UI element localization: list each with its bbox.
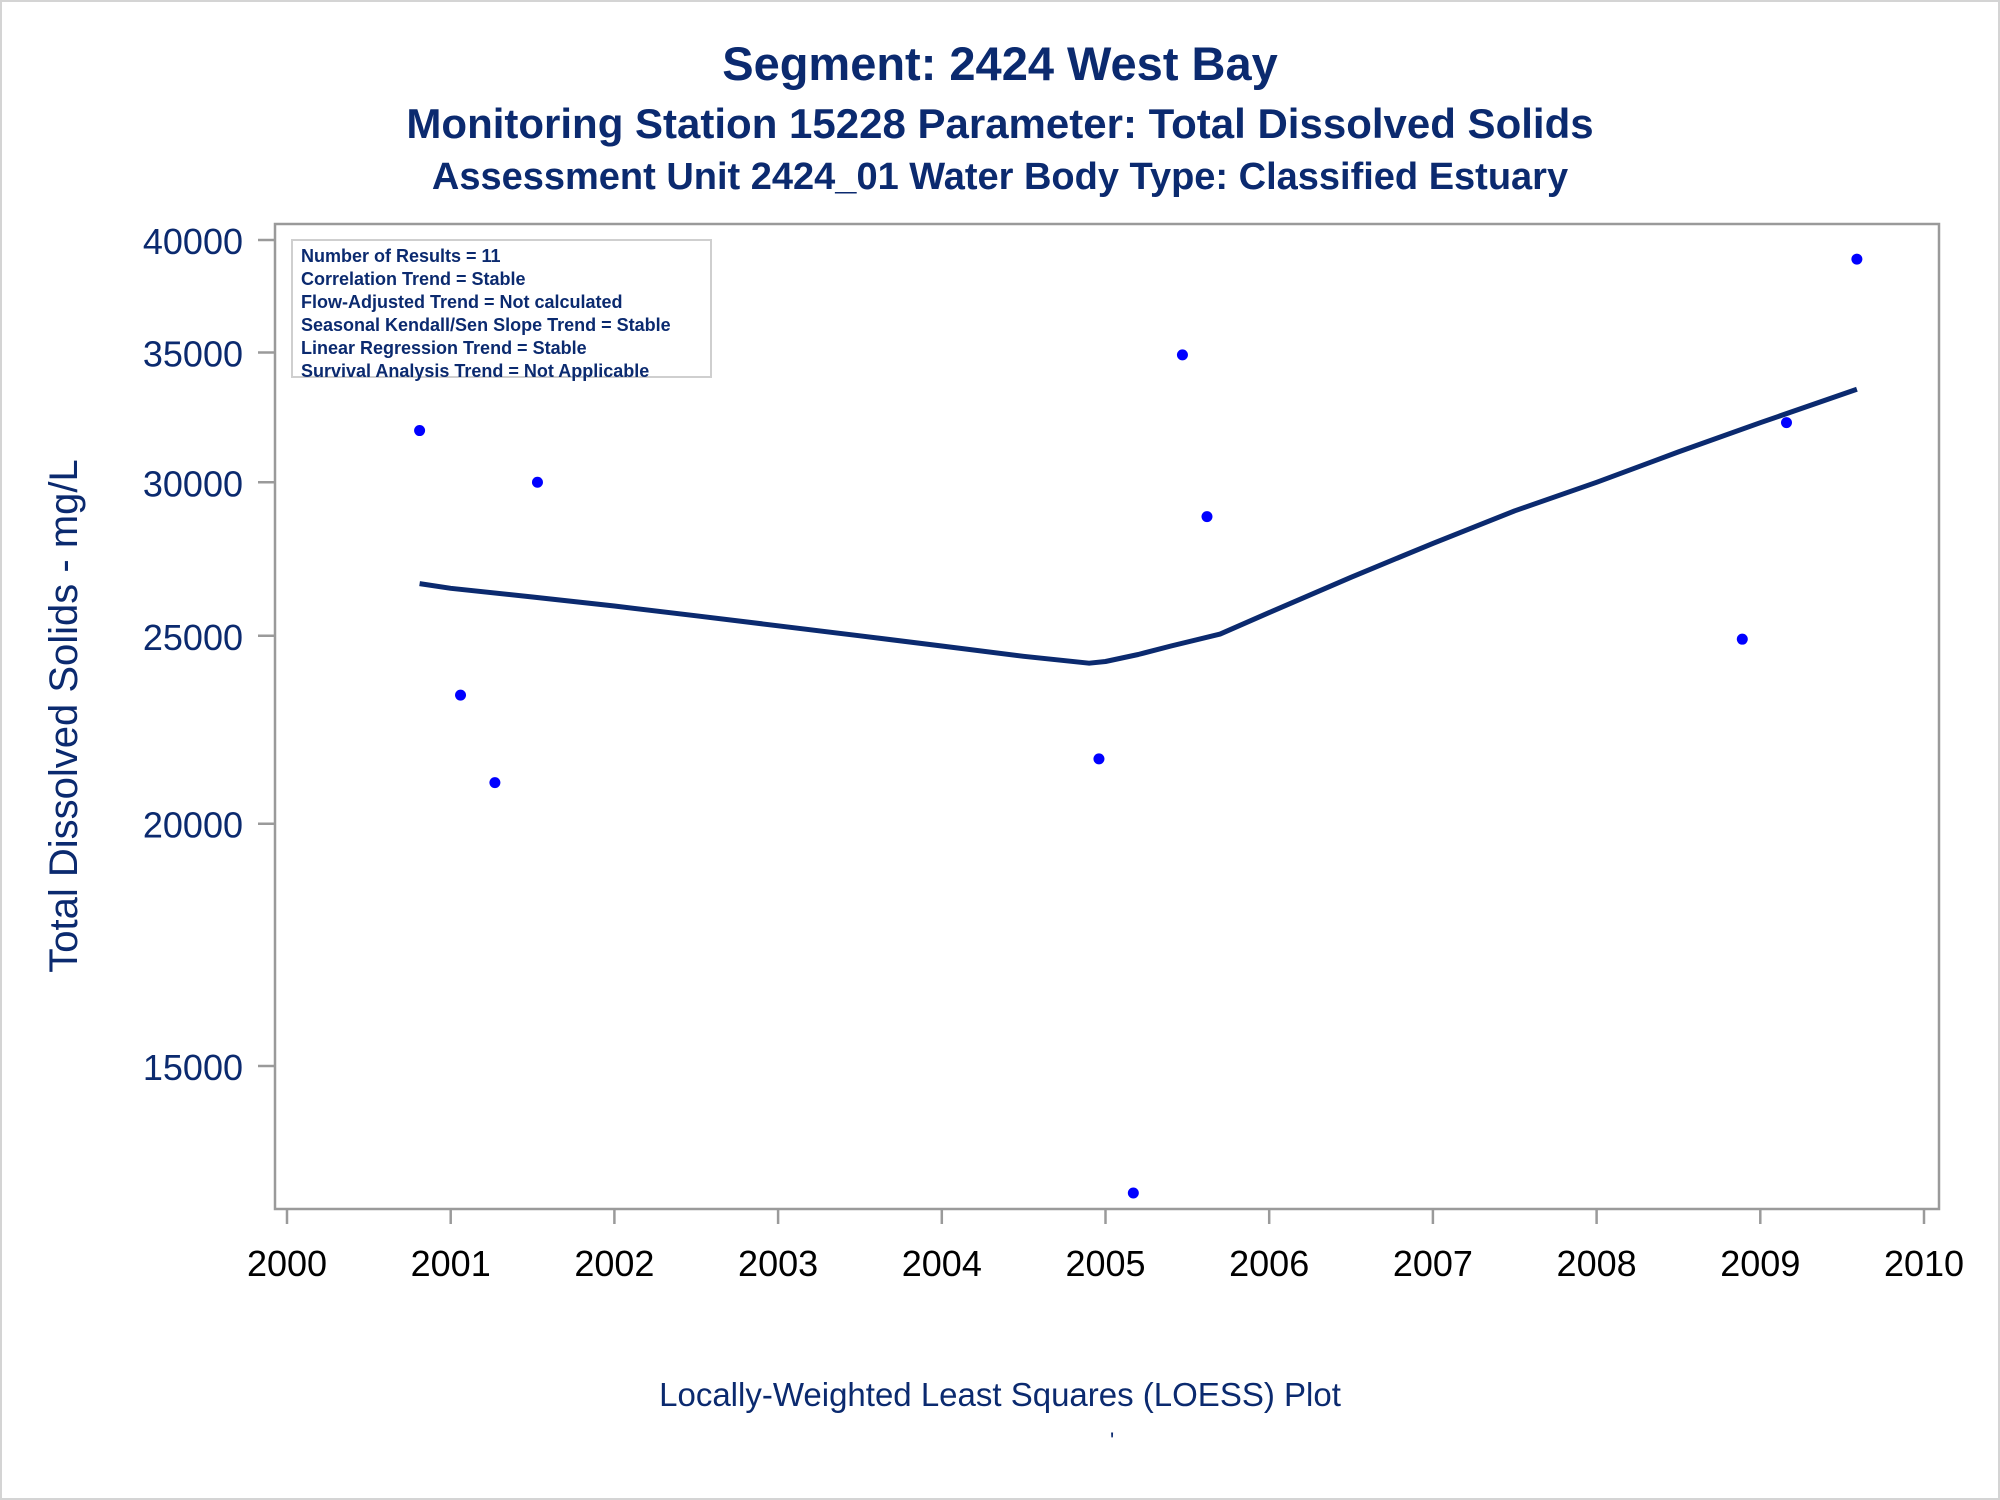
y-tick-label: 25000 — [143, 617, 243, 658]
x-tick-label: 2002 — [574, 1243, 654, 1284]
y-axis-label: Total Dissolved Solids - mg/L — [42, 459, 86, 973]
x-tick-label: 2008 — [1557, 1243, 1637, 1284]
stat-seasonal-kendall-trend: Seasonal Kendall/Sen Slope Trend = Stabl… — [301, 315, 671, 335]
stat-flow-adjusted-trend: Flow-Adjusted Trend = Not calculated — [301, 292, 623, 312]
trend-statistics-box: Number of Results = 11 Correlation Trend… — [291, 239, 712, 381]
chart-subtitle-assessment: Assessment Unit 2424_01 Water Body Type:… — [431, 156, 1569, 198]
footnote-mark: ' — [1110, 1428, 1115, 1453]
plot-footnote: Locally-Weighted Least Squares (LOESS) P… — [659, 1376, 1341, 1413]
x-tick-label: 2007 — [1393, 1243, 1473, 1284]
stat-survival-analysis-trend: Survival Analysis Trend = Not Applicable — [301, 361, 650, 381]
data-point — [1127, 1187, 1139, 1199]
data-points — [414, 253, 1863, 1199]
x-tick-label: 2003 — [738, 1243, 818, 1284]
data-point — [1201, 511, 1213, 523]
stat-correlation-trend: Correlation Trend = Stable — [301, 269, 526, 289]
data-point — [531, 476, 543, 488]
x-tick-label: 2001 — [411, 1243, 491, 1284]
x-tick-label: 2005 — [1065, 1243, 1145, 1284]
data-point — [1780, 417, 1792, 429]
chart-subtitle-station: Monitoring Station 15228 Parameter: Tota… — [406, 100, 1594, 147]
y-tick-label: 20000 — [143, 805, 243, 846]
data-point — [1851, 253, 1863, 265]
y-tick-label: 15000 — [143, 1047, 243, 1088]
data-point — [1736, 633, 1748, 645]
stat-number-of-results: Number of Results = 11 — [301, 246, 501, 266]
loess-trend-line-group — [419, 386, 1858, 666]
stat-linear-regression-trend: Linear Regression Trend = Stable — [301, 338, 587, 358]
plot-area — [273, 222, 1941, 1211]
x-axis: 2000 2001 2002 2003 2004 2005 2006 2007 2008 2009… — [247, 1209, 1964, 1284]
data-point — [1093, 753, 1105, 765]
loess-trend-line — [419, 386, 1858, 666]
chart-title: Segment: 2424 West Bay — [722, 37, 1278, 90]
data-point — [1176, 349, 1188, 361]
x-tick-label: 2004 — [902, 1243, 982, 1284]
data-point — [489, 777, 501, 789]
y-tick-label: 40000 — [143, 221, 243, 262]
data-point — [414, 425, 426, 437]
x-tick-label: 2010 — [1884, 1243, 1964, 1284]
x-tick-label: 2000 — [247, 1243, 327, 1284]
y-axis: 15000 20000 25000 30000 35000 40000 — [143, 221, 275, 1088]
x-tick-label: 2009 — [1720, 1243, 1800, 1284]
y-tick-label: 30000 — [143, 463, 243, 504]
x-tick-label: 2006 — [1229, 1243, 1309, 1284]
data-point — [455, 689, 467, 701]
y-tick-label: 35000 — [143, 333, 243, 374]
